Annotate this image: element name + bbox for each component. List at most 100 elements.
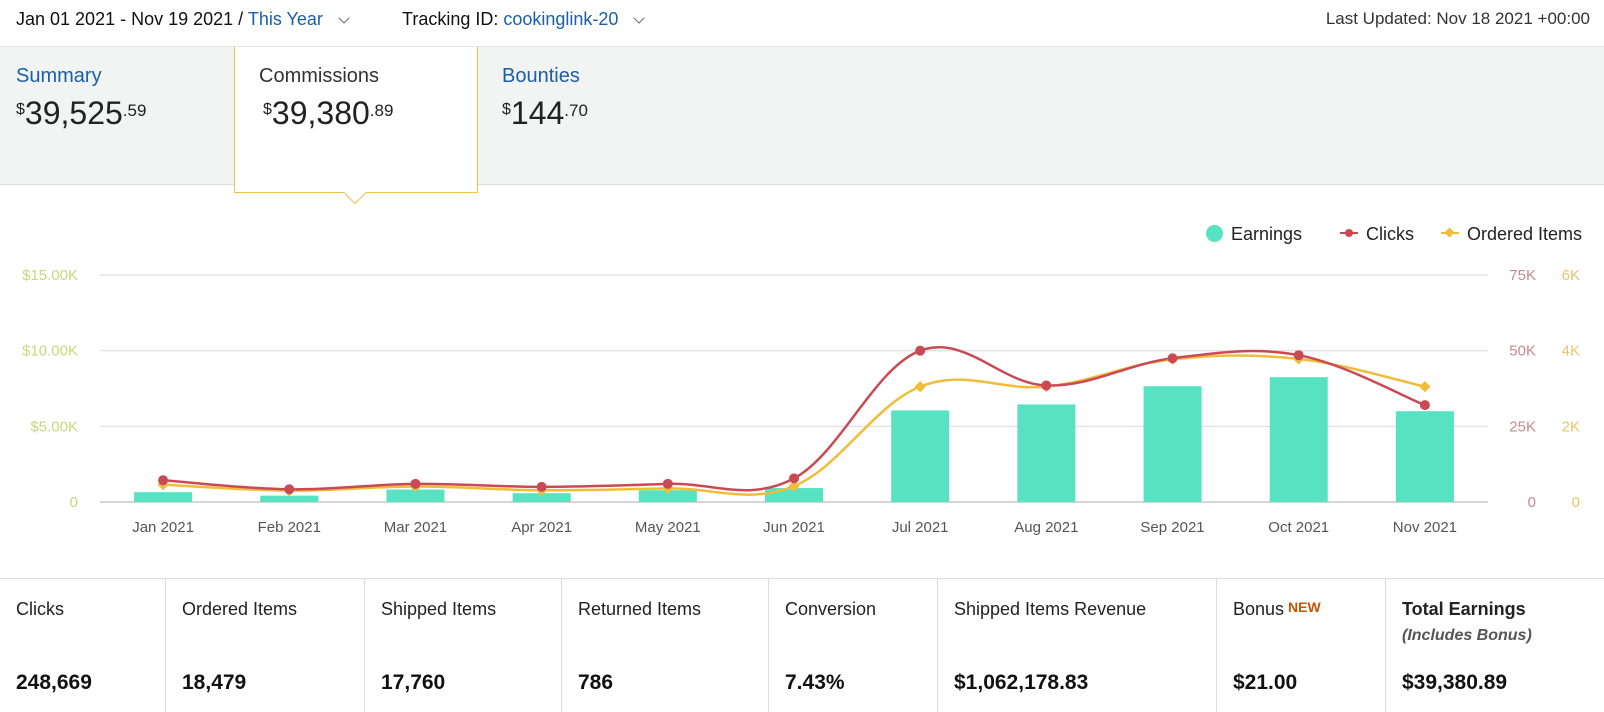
- clicks-swatch: [1340, 228, 1358, 238]
- tracking-label: Tracking ID:: [402, 9, 499, 29]
- stat-label: Shipped Items: [381, 599, 497, 619]
- stat-value: 7.43%: [785, 671, 845, 694]
- y-right-items-tick-label: 0: [1572, 494, 1580, 511]
- tab-bounties[interactable]: Bounties $144.70: [502, 47, 702, 186]
- stat-label: Clicks: [16, 599, 64, 619]
- stat-conversion: Conversion 7.43%: [769, 579, 938, 712]
- stat-label: Returned Items: [578, 599, 702, 619]
- clicks-point: [284, 484, 295, 495]
- x-tick-label: Sep 2021: [1140, 519, 1204, 536]
- stat-bonus: Bonus NEW $21.00: [1217, 579, 1386, 712]
- earnings-bar: [891, 410, 950, 502]
- x-tick-label: May 2021: [635, 519, 701, 536]
- tab-commissions-label[interactable]: Commissions: [259, 65, 380, 87]
- stat-value: 248,669: [16, 671, 92, 694]
- stat-value: 18,479: [182, 671, 247, 694]
- stat-value: 786: [578, 671, 614, 694]
- stat-total-earnings: Total Earnings (Includes Bonus) $39,380.…: [1386, 579, 1604, 712]
- y-right-clicks-tick-label: 50K: [1509, 343, 1536, 360]
- chart-legend: Earnings Clicks Ordered Items: [1206, 224, 1582, 248]
- date-range-text: Jan 01 2021 - Nov 19 2021 /: [16, 9, 244, 29]
- stat-label: Shipped Items Revenue: [954, 599, 1147, 619]
- stat-shipped-revenue: Shipped Items Revenue $1,062,178.83: [938, 579, 1217, 712]
- commissions-amount: $39,380.89: [263, 95, 394, 131]
- x-tick-label: Oct 2021: [1268, 519, 1329, 536]
- chevron-down-icon[interactable]: [633, 12, 646, 24]
- chevron-down-icon[interactable]: [338, 12, 350, 24]
- stat-label: Conversion: [785, 599, 877, 619]
- stat-clicks: Clicks 248,669: [0, 579, 166, 712]
- stat-sublabel: (Includes Bonus): [1402, 627, 1532, 644]
- x-tick-label: Aug 2021: [1014, 519, 1078, 536]
- tracking-id-value[interactable]: cookinglink-20: [503, 9, 619, 29]
- x-tick-label: Apr 2021: [511, 519, 572, 536]
- stats-bar: Clicks 248,669 Ordered Items 18,479 Ship…: [0, 578, 1604, 712]
- y-right-clicks-tick-label: 75K: [1509, 267, 1536, 284]
- clicks-point: [536, 481, 547, 492]
- x-tick-label: Mar 2021: [384, 519, 447, 536]
- active-tab-pointer: [343, 181, 367, 205]
- y-left-tick-label: $5.00K: [30, 418, 78, 435]
- y-right-items-tick-label: 2K: [1562, 418, 1580, 435]
- y-left-tick-label: 0: [70, 494, 78, 511]
- legend-ordered-items[interactable]: Ordered Items: [1441, 224, 1582, 245]
- clicks-point: [1293, 350, 1304, 361]
- period-link[interactable]: This Year: [247, 9, 323, 29]
- earnings-chart: 0 0 0 $5.00K 25K 2K $10.00K 50K 4K $15.00K 75K 6K Ja…: [22, 267, 1580, 536]
- earnings-bar: [386, 489, 445, 502]
- tracking-id-selector[interactable]: Tracking ID: cookinglink-20: [402, 9, 646, 30]
- clicks-point: [1041, 380, 1052, 391]
- stat-label: Bonus NEW: [1233, 599, 1321, 619]
- x-tick-label: Jul 2021: [892, 519, 949, 536]
- top-filter-bar: Jan 01 2021 - Nov 19 2021 / This Year Tr…: [0, 0, 1604, 46]
- clicks-point: [662, 478, 673, 489]
- summary-tabs-panel: Summary $39,525.59 Commissions $39,380.8…: [0, 46, 1604, 205]
- clicks-point: [410, 478, 421, 489]
- ordered-items-point: [788, 480, 800, 492]
- summary-amount: $39,525.59: [16, 95, 147, 131]
- ordered-items-point: [914, 380, 926, 393]
- stat-shipped-items: Shipped Items 17,760: [365, 579, 562, 712]
- earnings-bar: [1017, 404, 1076, 502]
- tab-summary[interactable]: Summary $39,525.59: [16, 47, 216, 186]
- earnings-bar: [638, 490, 697, 502]
- stat-value: 17,760: [381, 671, 446, 694]
- stat-value: $39,380.89: [1402, 671, 1508, 694]
- y-right-items-tick-label: 6K: [1562, 267, 1580, 284]
- stat-label: Total Earnings: [1402, 599, 1526, 619]
- ordered-items-swatch: [1441, 227, 1459, 238]
- last-updated: Last Updated: Nov 18 2021 +00:00: [1325, 9, 1590, 28]
- clicks-point: [1419, 400, 1430, 411]
- tab-summary-label[interactable]: Summary: [16, 65, 102, 87]
- stat-returned-items: Returned Items 786: [562, 579, 769, 712]
- x-tick-label: Nov 2021: [1393, 519, 1457, 536]
- x-tick-label: Jan 2021: [132, 519, 194, 536]
- x-tick-label: Feb 2021: [258, 519, 321, 536]
- stat-label: Ordered Items: [182, 599, 298, 619]
- ordered-items-point: [1419, 380, 1431, 393]
- stat-value: $1,062,178.83: [954, 671, 1089, 694]
- clicks-point: [915, 345, 926, 356]
- earnings-bar: [260, 495, 319, 502]
- earnings-bar: [512, 493, 571, 502]
- earnings-swatch: [1206, 225, 1223, 242]
- legend-earnings[interactable]: Earnings: [1206, 224, 1302, 245]
- earnings-bar: [134, 492, 193, 502]
- clicks-point: [1167, 353, 1178, 364]
- legend-clicks[interactable]: Clicks: [1340, 224, 1414, 245]
- new-badge: NEW: [1288, 599, 1321, 615]
- earnings-bar: [1395, 411, 1454, 502]
- tab-bounties-label[interactable]: Bounties: [502, 65, 580, 87]
- clicks-point: [158, 475, 169, 486]
- y-right-clicks-tick-label: 25K: [1509, 418, 1536, 435]
- clicks-point: [789, 473, 799, 484]
- y-left-tick-label: $15.00K: [22, 267, 78, 284]
- tab-commissions[interactable]: Commissions $39,380.89: [234, 47, 478, 205]
- y-right-items-tick-label: 4K: [1562, 343, 1580, 360]
- earnings-bar: [1143, 386, 1202, 502]
- bounties-amount: $144.70: [502, 95, 588, 131]
- stat-value: $21.00: [1233, 671, 1298, 694]
- earnings-bar: [1269, 377, 1328, 502]
- x-tick-label: Jun 2021: [763, 519, 825, 536]
- date-range[interactable]: Jan 01 2021 - Nov 19 2021 / This Year: [16, 9, 350, 30]
